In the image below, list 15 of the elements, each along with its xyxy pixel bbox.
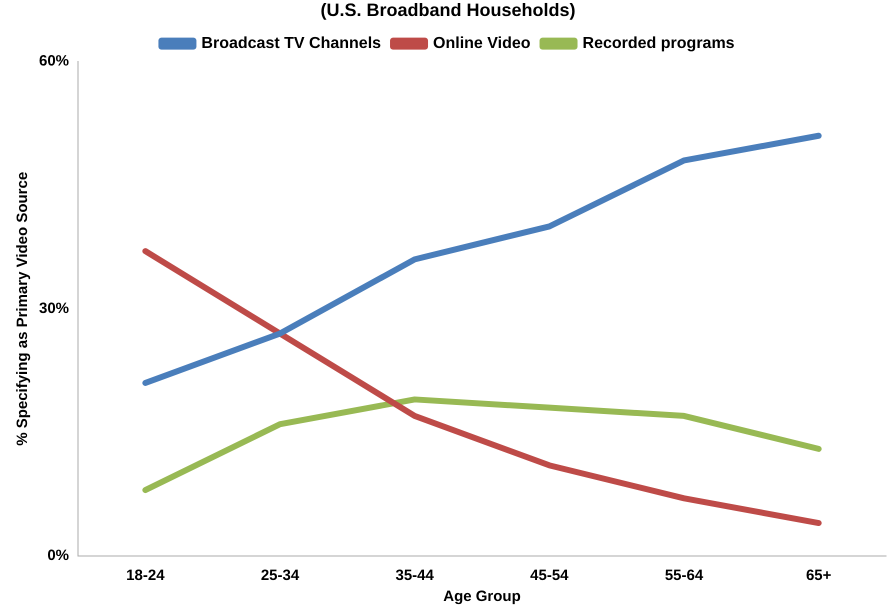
x-tick-label: 18-24 (126, 567, 166, 584)
legend-label: Broadcast TV Channels (201, 35, 382, 52)
chart-title: (U.S. Broadband Households) (320, 0, 576, 20)
x-tick-label: 45-54 (530, 567, 570, 584)
x-axis-title: Age Group (443, 588, 521, 606)
legend-label: Recorded programs (582, 35, 735, 52)
y-tick-label: 30% (38, 300, 70, 317)
x-tick-label: 35-44 (395, 567, 435, 584)
legend-label: Online Video (433, 35, 531, 52)
x-tick-label: 65+ (806, 567, 832, 584)
x-tick-label: 55-64 (664, 567, 704, 584)
x-tick-label: 25-34 (260, 567, 300, 584)
y-tick-label: 0% (47, 547, 70, 564)
y-tick-label: 60% (38, 52, 70, 70)
y-axis-title: % Specifying as Primary Video Source (14, 172, 32, 446)
